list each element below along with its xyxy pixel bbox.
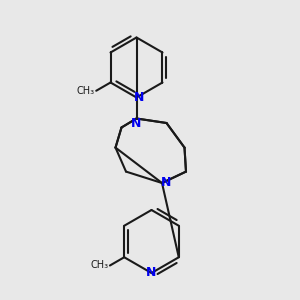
Text: N: N [134, 91, 145, 104]
Text: N: N [131, 117, 142, 130]
Text: CH₃: CH₃ [76, 86, 95, 96]
Text: N: N [160, 176, 171, 189]
Text: N: N [146, 266, 157, 280]
Text: CH₃: CH₃ [90, 260, 108, 271]
